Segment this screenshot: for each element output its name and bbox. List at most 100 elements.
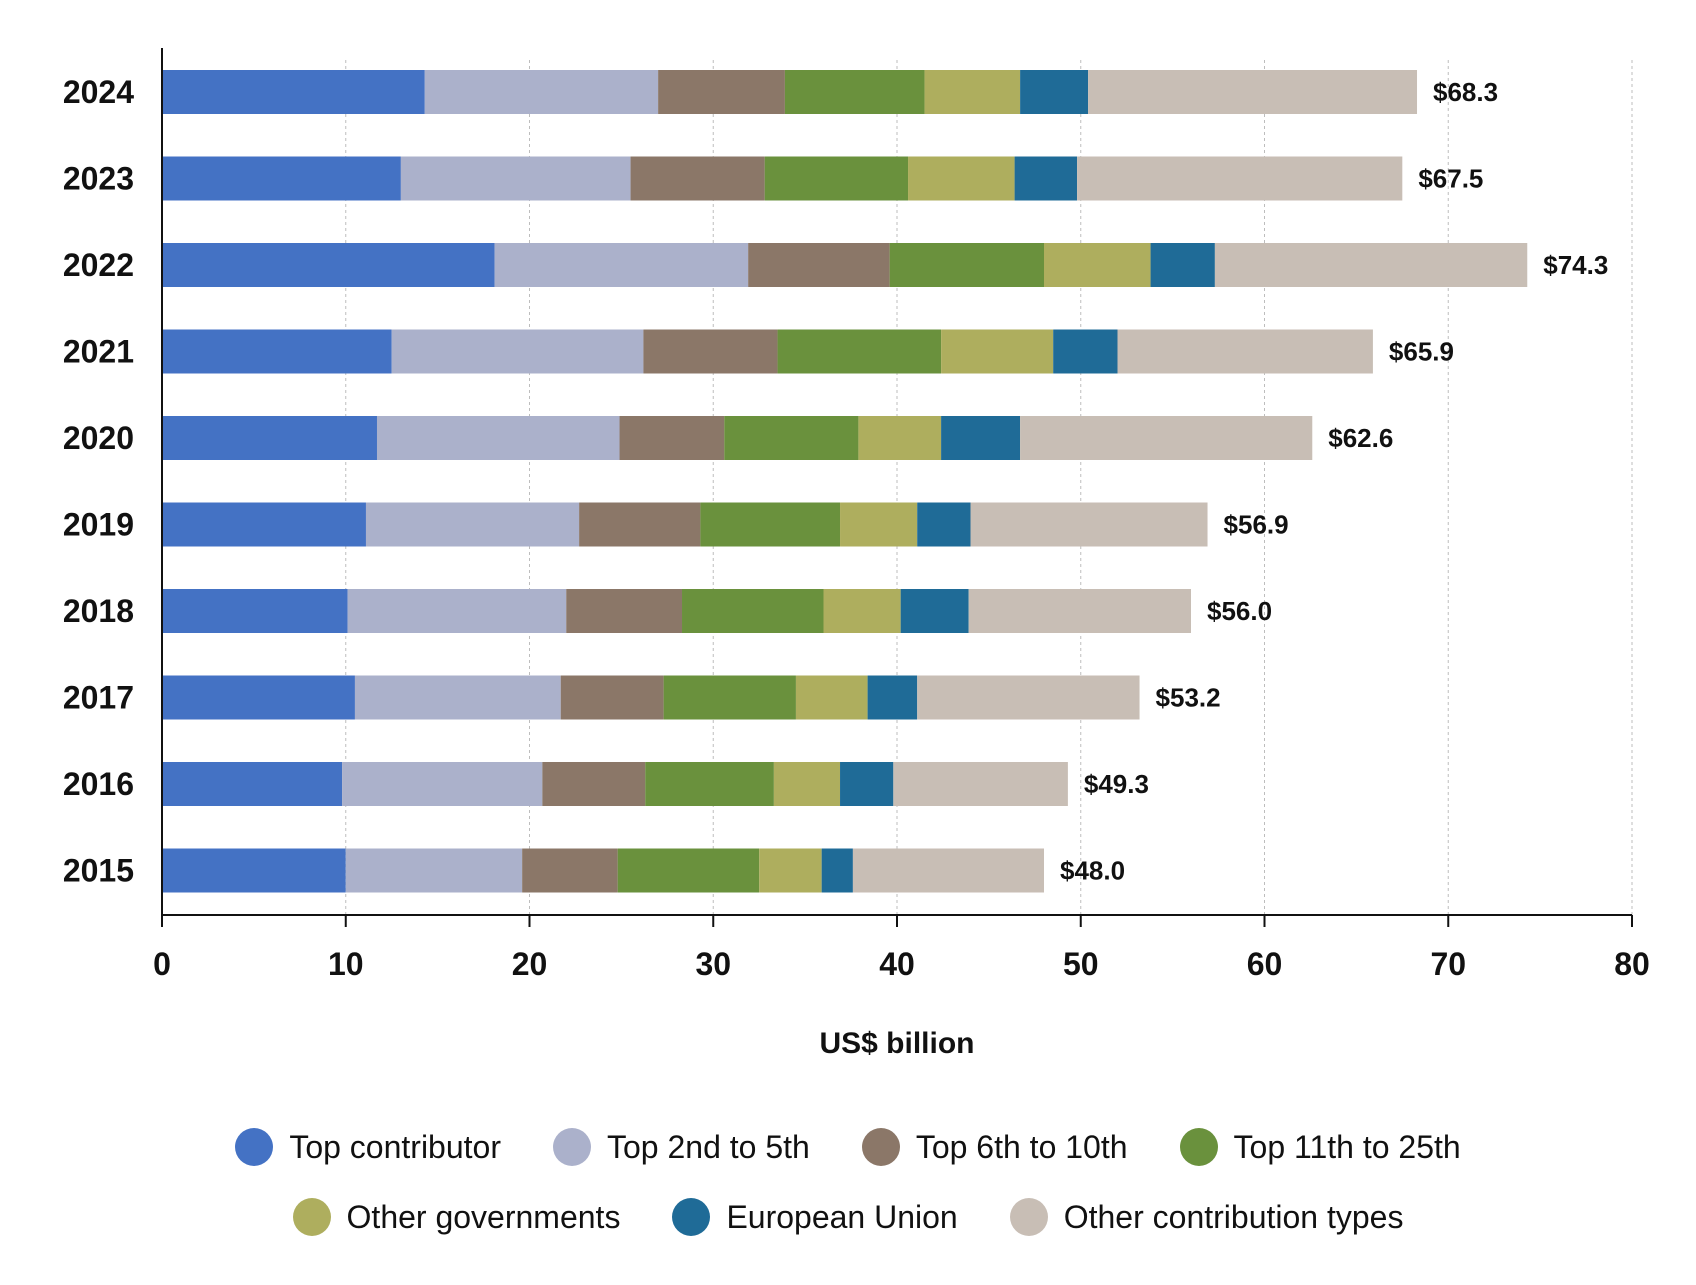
total-label: $53.2 bbox=[1156, 683, 1221, 713]
legend-label: Top contributor bbox=[289, 1128, 501, 1165]
y-tick-label: 2024 bbox=[63, 74, 134, 110]
bar-segment bbox=[1020, 416, 1313, 460]
bar-segment bbox=[658, 70, 785, 114]
total-label: $65.9 bbox=[1389, 337, 1454, 367]
bar-segment bbox=[724, 416, 859, 460]
x-tick-label: 30 bbox=[695, 946, 731, 982]
bar-segment bbox=[867, 675, 918, 720]
legend-label: Other contribution types bbox=[1063, 1198, 1404, 1235]
bar-segment bbox=[821, 848, 853, 893]
bar-segment bbox=[619, 416, 725, 460]
legend-item-top-2nd-to-5th: Top 2nd to 5th bbox=[552, 1128, 810, 1166]
bar-segment bbox=[663, 675, 796, 720]
bar-segment bbox=[162, 156, 401, 201]
bar-segment bbox=[759, 848, 822, 893]
bar-segment bbox=[643, 329, 778, 374]
legend-label: Top 11th to 25th bbox=[1233, 1128, 1461, 1165]
legend-label: Other governments bbox=[346, 1198, 621, 1235]
total-label: $48.0 bbox=[1060, 856, 1125, 886]
y-tick-label: 2021 bbox=[63, 334, 134, 370]
total-label: $62.6 bbox=[1328, 423, 1393, 453]
bar-segment bbox=[773, 762, 841, 806]
bar-segment bbox=[560, 675, 664, 720]
bar-segment bbox=[494, 243, 749, 287]
y-tick-label: 2017 bbox=[63, 680, 134, 716]
legend-label: European Union bbox=[726, 1198, 958, 1235]
x-tick-label: 70 bbox=[1430, 946, 1466, 982]
bar-segment bbox=[1044, 243, 1151, 287]
x-tick-label: 20 bbox=[512, 946, 548, 982]
bar-segment bbox=[522, 848, 618, 893]
total-label: $49.3 bbox=[1084, 769, 1149, 799]
bar-segment bbox=[162, 70, 425, 114]
bar-segment bbox=[1077, 156, 1403, 201]
bar-segment bbox=[1020, 70, 1089, 114]
bar-segment bbox=[777, 329, 942, 374]
legend-item-top-6th-to-10th: Top 6th to 10th bbox=[861, 1128, 1128, 1166]
bar-segment bbox=[1053, 329, 1118, 374]
bar-segment bbox=[365, 502, 580, 547]
bar-segment bbox=[764, 156, 909, 201]
x-tick-label: 40 bbox=[879, 946, 915, 982]
bar-segment bbox=[617, 848, 760, 893]
bar-segment bbox=[162, 416, 377, 460]
bar-segment bbox=[908, 156, 1015, 201]
legend-row-2: Other governments European Union Other c… bbox=[0, 1182, 1696, 1252]
bar-segment bbox=[391, 329, 644, 374]
bar-segment bbox=[566, 589, 683, 633]
legend-label: Top 2nd to 5th bbox=[606, 1128, 810, 1165]
bar-segment bbox=[941, 416, 1021, 460]
bar-segment bbox=[354, 675, 561, 720]
x-tick-label: 60 bbox=[1247, 946, 1283, 982]
bar-segment bbox=[941, 329, 1054, 374]
bar-segment bbox=[970, 502, 1208, 547]
bar-segment bbox=[400, 156, 631, 201]
bar-segment bbox=[893, 762, 1068, 806]
y-tick-label: 2019 bbox=[63, 507, 134, 543]
legend-swatch bbox=[672, 1198, 711, 1236]
bar-segment bbox=[162, 589, 348, 633]
bar-segment bbox=[700, 502, 841, 547]
legend-item-top-11th-to-25th: Top 11th to 25th bbox=[1179, 1128, 1461, 1166]
bar-segment bbox=[162, 762, 343, 806]
x-tick-label: 80 bbox=[1614, 946, 1650, 982]
legend-row-1: Top contributor Top 2nd to 5th Top 6th t… bbox=[0, 1112, 1696, 1182]
legend-swatch bbox=[292, 1198, 331, 1236]
bar-segment bbox=[900, 589, 969, 633]
y-tick-label: 2023 bbox=[63, 161, 134, 197]
legend-swatch bbox=[861, 1128, 900, 1166]
y-tick-label: 2015 bbox=[63, 853, 134, 889]
legend: Top contributor Top 2nd to 5th Top 6th t… bbox=[0, 1112, 1696, 1252]
x-tick-label: 10 bbox=[328, 946, 364, 982]
bar-segment bbox=[889, 243, 1044, 287]
bar-segment bbox=[542, 762, 646, 806]
bar-segment bbox=[917, 502, 971, 547]
legend-item-other-contribution-types: Other contribution types bbox=[1009, 1198, 1404, 1236]
bar-segment bbox=[1214, 243, 1528, 287]
bar-segment bbox=[917, 675, 1140, 720]
bar-segment bbox=[162, 502, 366, 547]
legend-label: Top 6th to 10th bbox=[915, 1128, 1128, 1165]
y-tick-label: 2020 bbox=[63, 420, 134, 456]
bar-segment bbox=[1117, 329, 1373, 374]
x-axis-title: US$ billion bbox=[819, 1027, 974, 1060]
bar-segment bbox=[858, 416, 942, 460]
bar-segment bbox=[345, 848, 523, 893]
bar-segment bbox=[924, 70, 1021, 114]
bar-segment bbox=[342, 762, 543, 806]
y-tick-label: 2018 bbox=[63, 593, 134, 629]
total-label: $56.9 bbox=[1224, 510, 1289, 540]
bar-segment bbox=[682, 589, 824, 633]
bar-segment bbox=[376, 416, 620, 460]
total-label: $68.3 bbox=[1433, 77, 1498, 107]
y-tick-label: 2016 bbox=[63, 766, 134, 802]
bar-segment bbox=[823, 589, 901, 633]
bar-segment bbox=[630, 156, 765, 201]
legend-swatch bbox=[1179, 1128, 1218, 1166]
x-tick-label: 0 bbox=[153, 946, 171, 982]
bar-segment bbox=[162, 329, 392, 374]
bar-segment bbox=[795, 675, 868, 720]
total-label: $67.5 bbox=[1418, 164, 1483, 194]
bar-segment bbox=[840, 502, 918, 547]
